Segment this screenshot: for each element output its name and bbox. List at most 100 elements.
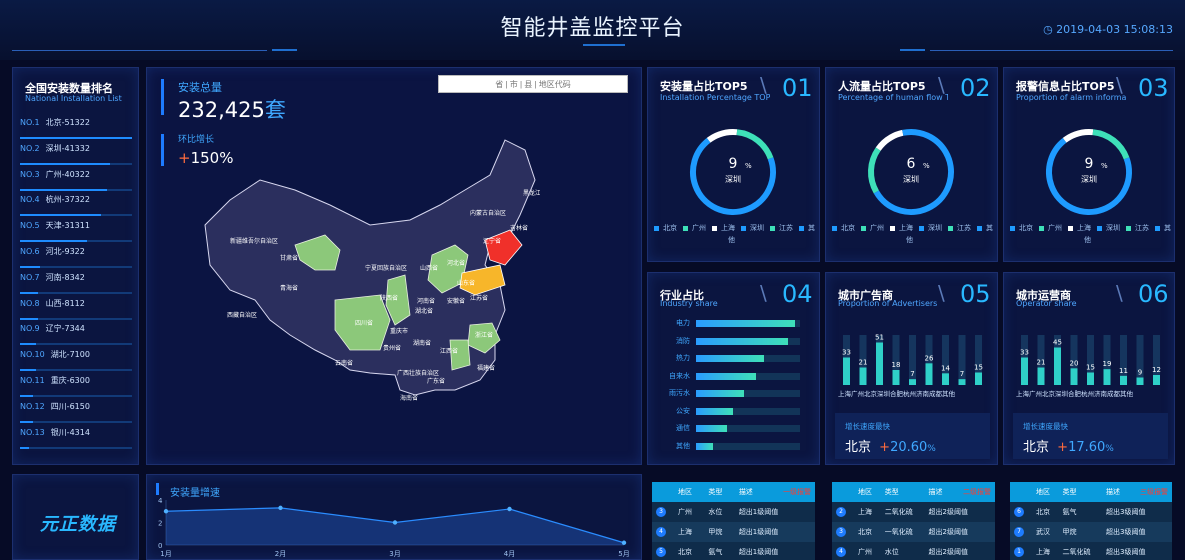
x-tick-label: 4月 bbox=[504, 550, 515, 558]
ranking-no: NO.1 bbox=[20, 118, 40, 127]
legend-label: 北京 bbox=[663, 224, 677, 232]
bar-value-label: 33 bbox=[842, 349, 851, 357]
bar bbox=[1136, 377, 1144, 385]
alarm-type: 水位 bbox=[884, 548, 899, 556]
map-province-label: 浙江省 bbox=[475, 331, 493, 339]
growth-point bbox=[507, 506, 512, 512]
bar-value-label: 19 bbox=[1103, 360, 1112, 368]
alarm-row[interactable]: 6 北京 氨气 超出3级阈值 bbox=[1010, 502, 1172, 522]
map-province-label: 安徽省 bbox=[447, 297, 465, 305]
bar-value-label: 11 bbox=[1119, 367, 1128, 375]
header-divider-right bbox=[930, 50, 1173, 51]
alarm-desc: 超出1级阈值 bbox=[738, 548, 779, 556]
bar bbox=[975, 372, 982, 385]
card-01-pct: 9 bbox=[729, 156, 738, 172]
alarm-row-index: 5 bbox=[652, 542, 674, 560]
industry-label: 消防 bbox=[676, 336, 690, 345]
card-02-legend: 北京 广州 上海 深圳 江苏 其他 bbox=[830, 222, 993, 246]
legend-swatch bbox=[861, 225, 866, 231]
ranking-row[interactable]: NO.9 辽宁-7344 bbox=[20, 323, 132, 349]
bar bbox=[1120, 375, 1127, 385]
ranking-row[interactable]: NO.1 北京-51322 bbox=[20, 117, 132, 143]
ranking-row[interactable]: NO.10 湖北-7100 bbox=[20, 349, 132, 375]
ranking-row[interactable]: NO.12 四川-6150 bbox=[20, 401, 132, 427]
alarm-table: 地区 类型 描述 二级报警 2 上海 二氧化硫 超出2级阈值 3 北京 一氧化硫 超出2级阈值 4 广州水… bbox=[832, 482, 995, 560]
bar-value-label: 7 bbox=[910, 370, 914, 378]
alarm-type: 氨气 bbox=[1062, 508, 1077, 516]
ranking-row[interactable]: NO.6 河北-9322 bbox=[20, 246, 132, 272]
ranking-row[interactable]: NO.5 天津-31311 bbox=[20, 220, 132, 246]
map-province-shaanxi[interactable] bbox=[385, 274, 411, 326]
growth-area bbox=[166, 507, 624, 545]
ranking-label: 河北-9322 bbox=[45, 247, 85, 256]
map-province-jiangxi[interactable] bbox=[449, 339, 471, 371]
legend-item: 江苏 bbox=[1126, 224, 1151, 232]
map-province-gansu[interactable] bbox=[294, 234, 341, 271]
legend-swatch bbox=[890, 225, 895, 231]
map-province-label: 江西省 bbox=[440, 347, 458, 355]
ranking-bar-track bbox=[20, 214, 132, 217]
map-china-outline bbox=[204, 139, 536, 396]
map-province-sichuan[interactable] bbox=[334, 294, 391, 351]
alarm-row[interactable]: 7 武汉 甲烷 超出3级阈值 bbox=[1010, 522, 1172, 542]
industry-label: 公安 bbox=[676, 406, 690, 415]
alarm-region: 广州 bbox=[858, 548, 872, 556]
ranking-row[interactable]: NO.2 深圳-41332 bbox=[20, 143, 132, 169]
ranking-row[interactable]: NO.4 杭州-37322 bbox=[20, 194, 132, 220]
ranking-row[interactable]: NO.3 广州-40322 bbox=[20, 169, 132, 195]
map-province-label: 广东省 bbox=[427, 377, 445, 385]
alarm-row[interactable]: 4 上海 甲烷 超出1级阈值 bbox=[652, 522, 815, 542]
alarm-index-badge: 1 bbox=[1014, 547, 1024, 557]
legend-label: 其他 bbox=[1084, 224, 1171, 244]
legend-label: 上海 bbox=[899, 224, 913, 232]
alarm-type: 二氧化硫 bbox=[884, 508, 913, 516]
alarm-row[interactable]: 1 上海 二氧化硫 超出3级阈值 bbox=[1010, 542, 1172, 560]
ranking-no: NO.5 bbox=[20, 221, 40, 231]
ranking-row[interactable]: NO.7 河南-8342 bbox=[20, 272, 132, 298]
legend-item: 上海 bbox=[712, 224, 737, 232]
alarm-desc: 超出3级阈值 bbox=[1105, 508, 1146, 516]
operators-slash: \ bbox=[1116, 281, 1123, 305]
ranking-label: 杭州-37322 bbox=[45, 195, 90, 205]
ranking-label: 辽宁-7344 bbox=[45, 324, 85, 334]
map-province-label: 吉林省 bbox=[510, 224, 528, 232]
alarm-index-badge: 4 bbox=[836, 547, 846, 557]
ranking-label: 广州-40322 bbox=[45, 169, 90, 179]
advertisers-bar-chart: 33 21 51 18 7 26 14 7 15 bbox=[842, 334, 983, 385]
alarm-row[interactable]: 5 北京 氨气 超出1级阈值 bbox=[652, 542, 815, 560]
alarm-column-header: 描述 bbox=[928, 488, 943, 496]
operators-title: 城市运营商 bbox=[1016, 289, 1071, 302]
ranking-bar-fill bbox=[20, 214, 101, 217]
region-search-input[interactable] bbox=[438, 75, 628, 93]
map-province-shandong[interactable] bbox=[459, 264, 506, 296]
alarm-row[interactable]: 3 北京 一氧化硫 超出2级阈值 bbox=[832, 522, 995, 542]
bar-value-label: 33 bbox=[1020, 349, 1029, 357]
ranking-row[interactable]: NO.11 重庆-6300 bbox=[20, 375, 132, 401]
legend-swatch bbox=[1039, 225, 1044, 231]
legend-swatch bbox=[654, 225, 659, 231]
alarm-region: 上海 bbox=[858, 508, 872, 516]
legend-item: 广州 bbox=[683, 224, 708, 232]
map-province-liaoning[interactable] bbox=[484, 229, 523, 266]
ranking-label: 四川-6150 bbox=[50, 401, 90, 411]
advertisers-plus-icon: + bbox=[879, 440, 891, 455]
alarm-row[interactable]: 2 上海 二氧化硫 超出2级阈值 bbox=[832, 502, 995, 522]
ranking-row[interactable]: NO.8 山西-8112 bbox=[20, 298, 132, 324]
ranking-label: 山西-8112 bbox=[45, 298, 85, 308]
alarm-row[interactable]: 3 广州 水位 超出1级阈值 bbox=[652, 502, 815, 522]
header-spacer bbox=[1010, 482, 1032, 502]
alarm-row[interactable]: 4 广州 水位 超出2级阈值 bbox=[832, 542, 995, 560]
card-02-number: 02 bbox=[960, 74, 991, 102]
card-01-donut: 9 % 深圳 bbox=[690, 129, 776, 215]
legend-item: 江苏 bbox=[948, 224, 973, 232]
card-02-city: 深圳 bbox=[903, 174, 919, 184]
growth-chart-accent bbox=[156, 483, 159, 495]
ranking-row[interactable]: NO.13 银川-4314 bbox=[20, 427, 132, 453]
card-01-title: 安装量占比TOP5 bbox=[660, 80, 748, 93]
card-02-subtitle: Percentage of human flow TOP bbox=[838, 93, 948, 102]
y-tick-label: 4 bbox=[158, 497, 163, 505]
legend-swatch bbox=[977, 225, 982, 231]
alarm-index-badge: 5 bbox=[656, 547, 666, 557]
industry-bar-track bbox=[696, 320, 800, 327]
